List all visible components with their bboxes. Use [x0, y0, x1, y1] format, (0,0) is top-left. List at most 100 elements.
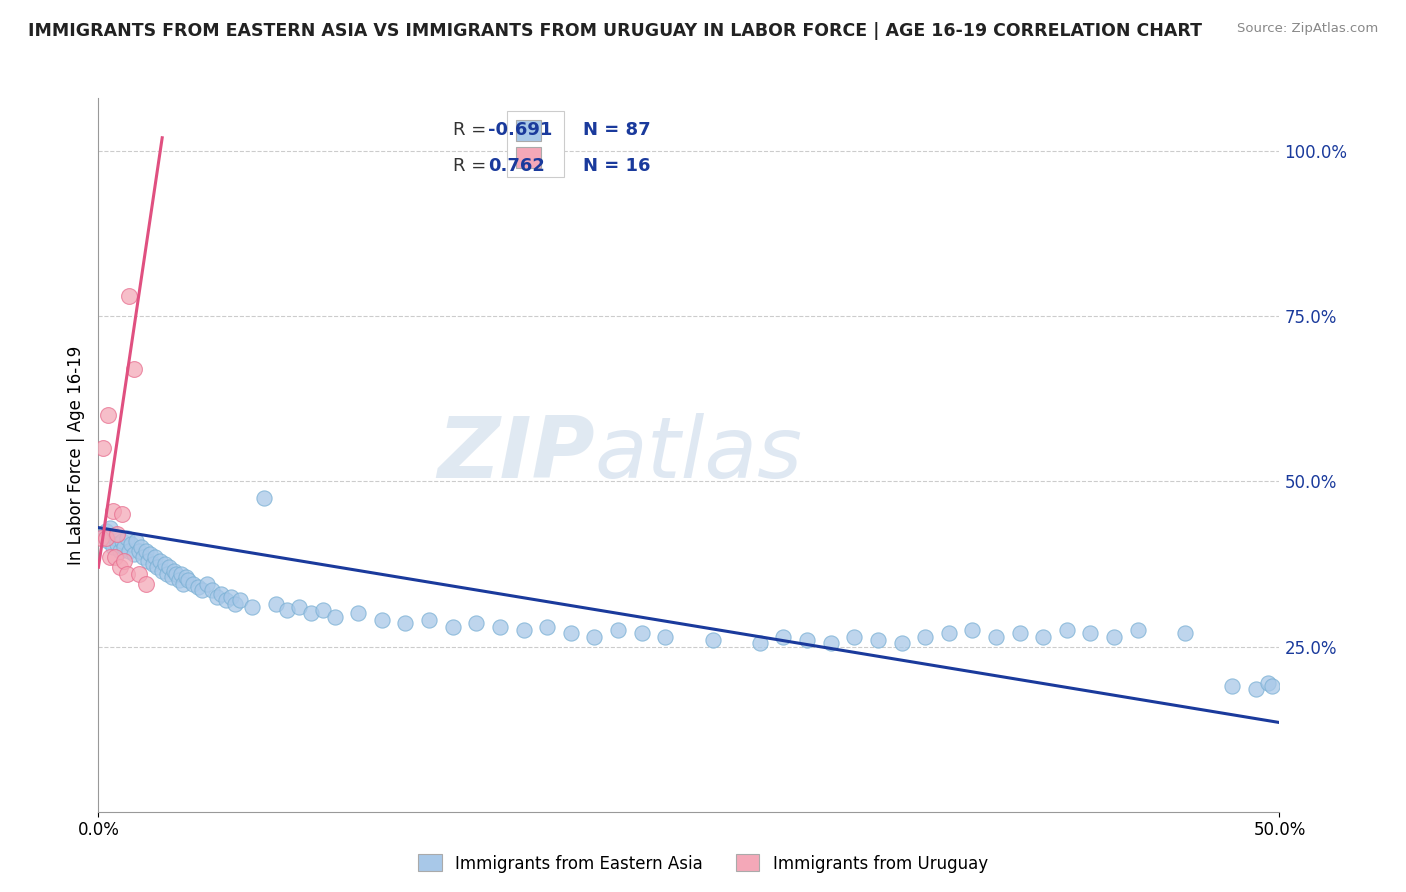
Point	[163, 564, 186, 578]
Point	[94, 524, 117, 538]
Point	[215, 593, 238, 607]
Point	[890, 636, 912, 650]
Point	[371, 613, 394, 627]
Point	[1257, 676, 1279, 690]
Point	[187, 580, 209, 594]
Point	[1032, 630, 1054, 644]
Point	[115, 566, 138, 581]
Point	[1244, 682, 1267, 697]
Text: R =: R =	[453, 121, 492, 139]
Point	[105, 527, 128, 541]
Point	[748, 636, 770, 650]
Point	[101, 504, 124, 518]
Point	[97, 533, 120, 548]
Point	[607, 623, 630, 637]
Point	[139, 547, 162, 561]
Point	[264, 597, 287, 611]
Point	[323, 609, 346, 624]
Point	[128, 543, 150, 558]
Point	[820, 636, 842, 650]
Point	[1008, 626, 1031, 640]
Point	[240, 599, 263, 614]
Point	[165, 566, 187, 581]
Point	[1261, 679, 1284, 693]
Point	[312, 603, 335, 617]
Point	[276, 603, 298, 617]
Point	[938, 626, 960, 640]
Point	[112, 541, 135, 555]
Point	[630, 626, 652, 640]
Point	[125, 533, 148, 548]
Point	[142, 557, 165, 571]
Point	[170, 566, 193, 581]
Point	[157, 560, 180, 574]
Text: -0.691: -0.691	[488, 121, 553, 139]
Point	[512, 623, 534, 637]
Point	[112, 554, 135, 568]
Text: atlas: atlas	[595, 413, 803, 497]
Point	[205, 590, 228, 604]
Point	[121, 537, 143, 551]
Point	[135, 576, 157, 591]
Text: IMMIGRANTS FROM EASTERN ASIA VS IMMIGRANTS FROM URUGUAY IN LABOR FORCE | AGE 16-: IMMIGRANTS FROM EASTERN ASIA VS IMMIGRAN…	[28, 22, 1202, 40]
Point	[418, 613, 440, 627]
Point	[156, 566, 179, 581]
Point	[108, 543, 131, 558]
Point	[104, 550, 127, 565]
Point	[962, 623, 984, 637]
Point	[253, 491, 276, 505]
Point	[347, 607, 370, 621]
Point	[98, 520, 121, 534]
Point	[94, 531, 117, 545]
Point	[1220, 679, 1243, 693]
Text: N = 87: N = 87	[582, 121, 650, 139]
Point	[219, 590, 242, 604]
Point	[866, 632, 889, 647]
Point	[149, 554, 172, 568]
Point	[209, 587, 232, 601]
Point	[394, 616, 416, 631]
Point	[167, 574, 190, 588]
Point	[135, 543, 157, 558]
Point	[1056, 623, 1078, 637]
Text: Source: ZipAtlas.com: Source: ZipAtlas.com	[1237, 22, 1378, 36]
Point	[115, 531, 138, 545]
Point	[224, 597, 246, 611]
Point	[108, 560, 131, 574]
Point	[160, 570, 183, 584]
Text: 0.762: 0.762	[488, 157, 546, 175]
Point	[153, 557, 176, 571]
Point	[181, 576, 204, 591]
Point	[111, 508, 134, 522]
Point	[1102, 630, 1125, 644]
Point	[465, 616, 488, 631]
Point	[104, 531, 127, 545]
Point	[172, 576, 194, 591]
Point	[98, 550, 121, 565]
Point	[536, 620, 558, 634]
Point	[146, 560, 169, 574]
Point	[772, 630, 794, 644]
Text: R =: R =	[453, 157, 498, 175]
Point	[136, 554, 159, 568]
Point	[90, 531, 112, 545]
Point	[560, 626, 582, 640]
Point	[299, 607, 322, 621]
Point	[195, 576, 218, 591]
Y-axis label: In Labor Force | Age 16-19: In Labor Force | Age 16-19	[66, 345, 84, 565]
Point	[201, 583, 224, 598]
Legend: Immigrants from Eastern Asia, Immigrants from Uruguay: Immigrants from Eastern Asia, Immigrants…	[412, 847, 994, 880]
Point	[122, 362, 145, 376]
Point	[129, 541, 152, 555]
Point	[583, 630, 606, 644]
Point	[489, 620, 512, 634]
Point	[143, 550, 166, 565]
Point	[174, 570, 197, 584]
Point	[654, 630, 676, 644]
Point	[118, 543, 141, 558]
Point	[984, 630, 1007, 644]
Point	[101, 541, 124, 555]
Legend: , : ,	[506, 111, 564, 177]
Point	[105, 537, 128, 551]
Point	[1126, 623, 1149, 637]
